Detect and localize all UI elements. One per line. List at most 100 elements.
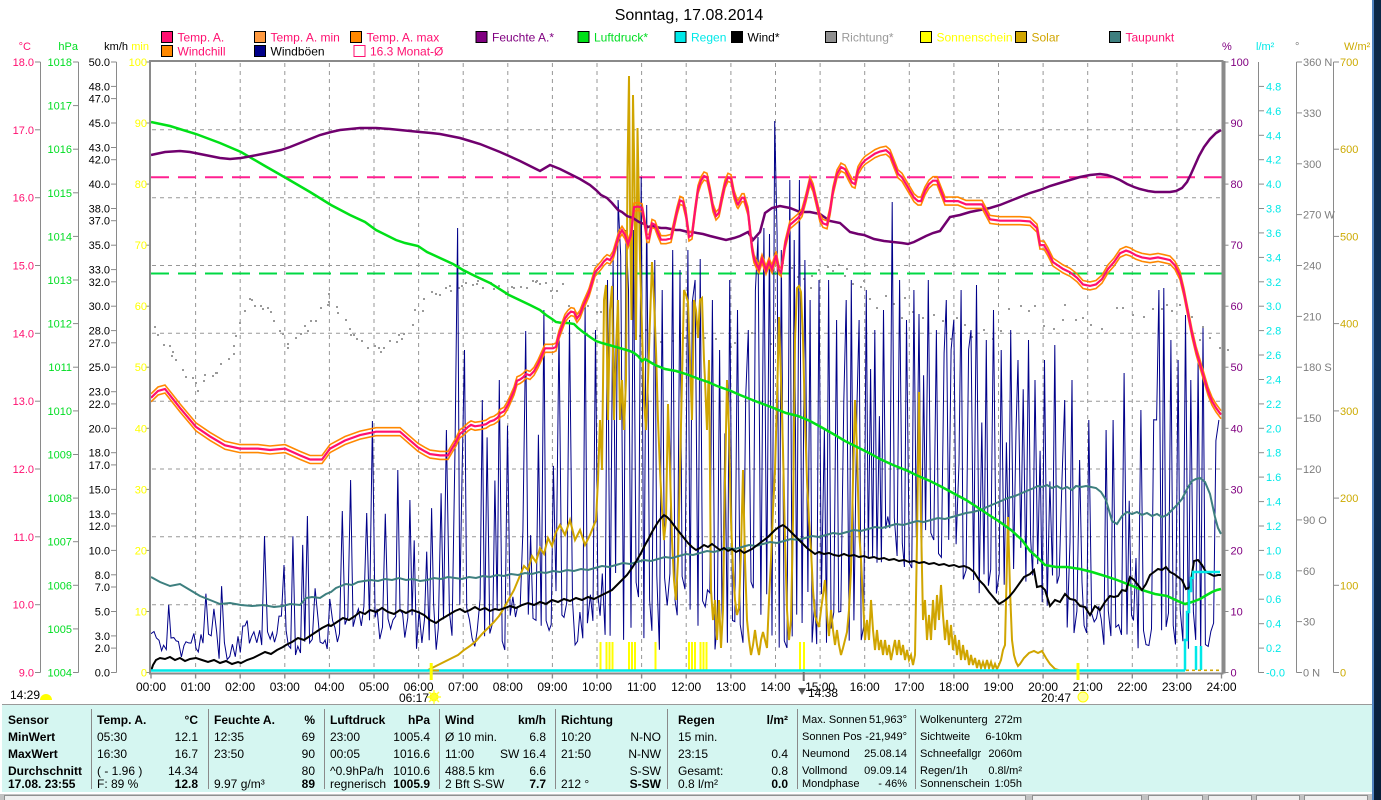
svg-text:8.0: 8.0 — [95, 570, 110, 582]
svg-text:14:00: 14:00 — [760, 680, 790, 694]
svg-text:15:00: 15:00 — [805, 680, 835, 694]
svg-text:38.0: 38.0 — [89, 204, 110, 216]
svg-text:100: 100 — [129, 57, 147, 69]
svg-text:Luftdruck*: Luftdruck* — [594, 31, 648, 45]
svg-text:10:00: 10:00 — [582, 680, 612, 694]
svg-text:22:00: 22:00 — [1117, 680, 1147, 694]
svg-text:°: ° — [1295, 41, 1299, 53]
svg-text:13.0: 13.0 — [89, 509, 110, 521]
svg-text:27.0: 27.0 — [89, 338, 110, 350]
svg-text:4.4: 4.4 — [1266, 130, 1281, 142]
svg-text:0: 0 — [1231, 668, 1237, 680]
svg-text:50: 50 — [1231, 362, 1243, 374]
svg-text:10.0: 10.0 — [89, 545, 110, 557]
svg-text:08:00: 08:00 — [493, 680, 523, 694]
svg-text:1.6: 1.6 — [1266, 472, 1281, 484]
svg-text:180 S: 180 S — [1303, 362, 1332, 374]
svg-text:2.8: 2.8 — [1266, 326, 1281, 338]
svg-text:9.0: 9.0 — [19, 668, 34, 680]
svg-text:11:00: 11:00 — [627, 680, 656, 694]
svg-text:500: 500 — [1340, 231, 1358, 243]
svg-text:1016: 1016 — [48, 144, 72, 156]
svg-text:3.0: 3.0 — [1266, 301, 1281, 313]
svg-text:19:00: 19:00 — [983, 680, 1013, 694]
svg-text:06:17: 06:17 — [399, 691, 429, 705]
svg-text:100: 100 — [1231, 57, 1249, 69]
svg-text:Sonntag, 17.08.2014: Sonntag, 17.08.2014 — [615, 7, 764, 24]
svg-text:1008: 1008 — [48, 493, 72, 505]
svg-text:0.2: 0.2 — [1266, 643, 1281, 655]
svg-text:5.0: 5.0 — [95, 607, 110, 619]
svg-text:1013: 1013 — [48, 275, 72, 287]
svg-text:23:00: 23:00 — [1162, 680, 1192, 694]
svg-text:14:38: 14:38 — [808, 686, 838, 700]
svg-text:1014: 1014 — [48, 231, 72, 243]
svg-text:18:00: 18:00 — [939, 680, 969, 694]
svg-text:00:00: 00:00 — [136, 680, 166, 694]
svg-text:0 N: 0 N — [1303, 668, 1320, 680]
svg-text:4.8: 4.8 — [1266, 81, 1281, 93]
svg-text:150: 150 — [1303, 413, 1321, 425]
svg-text:07:00: 07:00 — [448, 680, 478, 694]
svg-text:1007: 1007 — [48, 537, 72, 549]
svg-text:22.0: 22.0 — [89, 399, 110, 411]
svg-text:200: 200 — [1340, 493, 1358, 505]
svg-text:25.0: 25.0 — [89, 362, 110, 374]
svg-text:14:29: 14:29 — [10, 688, 40, 702]
svg-text:20.0: 20.0 — [89, 423, 110, 435]
svg-text:90 O: 90 O — [1303, 515, 1327, 527]
svg-text:17.0: 17.0 — [89, 460, 110, 472]
svg-text:1.0: 1.0 — [1266, 545, 1281, 557]
svg-text:70: 70 — [135, 240, 147, 252]
svg-text:14.0: 14.0 — [13, 328, 34, 340]
svg-text:24:00: 24:00 — [1206, 680, 1236, 694]
svg-text:Feuchte A.*: Feuchte A.* — [492, 31, 554, 45]
svg-text:km/h: km/h — [104, 41, 128, 53]
svg-text:1.8: 1.8 — [1266, 448, 1281, 460]
svg-text:40: 40 — [135, 423, 147, 435]
svg-text:20: 20 — [1231, 545, 1243, 557]
svg-text:2.0: 2.0 — [95, 643, 110, 655]
svg-text:1012: 1012 — [48, 319, 72, 331]
svg-text:20:00: 20:00 — [1028, 680, 1058, 694]
svg-text:2.6: 2.6 — [1266, 350, 1281, 362]
svg-text:4.0: 4.0 — [1266, 179, 1281, 191]
svg-text:4.2: 4.2 — [1266, 155, 1281, 167]
svg-text:3.8: 3.8 — [1266, 204, 1281, 216]
svg-text:0: 0 — [141, 668, 147, 680]
svg-text:37.0: 37.0 — [89, 216, 110, 228]
svg-text:Temp. A. max: Temp. A. max — [367, 31, 440, 45]
svg-text:Regen: Regen — [691, 31, 726, 45]
svg-text:Solar: Solar — [1032, 31, 1060, 45]
svg-text:1.2: 1.2 — [1266, 521, 1281, 533]
svg-text:1011: 1011 — [48, 362, 72, 374]
svg-text:Windchill: Windchill — [178, 45, 226, 59]
svg-text:90: 90 — [1231, 118, 1243, 130]
svg-text:270 W: 270 W — [1303, 210, 1335, 222]
svg-text:330: 330 — [1303, 108, 1321, 120]
svg-text:0.6: 0.6 — [1266, 594, 1281, 606]
svg-text:360 N: 360 N — [1303, 57, 1332, 69]
svg-text:21:00: 21:00 — [1073, 680, 1103, 694]
svg-text:l/m²: l/m² — [1256, 41, 1275, 53]
svg-text:80: 80 — [1231, 179, 1243, 191]
svg-text:04:00: 04:00 — [314, 680, 344, 694]
svg-text:2.4: 2.4 — [1266, 375, 1281, 387]
svg-text:16.0: 16.0 — [13, 193, 34, 205]
svg-text:42.0: 42.0 — [89, 155, 110, 167]
svg-text:0.0: 0.0 — [95, 668, 110, 680]
svg-text:12.0: 12.0 — [13, 464, 34, 476]
svg-text:1010: 1010 — [48, 406, 72, 418]
svg-text:15.0: 15.0 — [89, 484, 110, 496]
svg-text:18.0: 18.0 — [89, 448, 110, 460]
svg-text:16.3 Monat-Ø: 16.3 Monat-Ø — [370, 45, 443, 59]
svg-text:Taupunkt: Taupunkt — [1126, 31, 1175, 45]
svg-text:11.0: 11.0 — [13, 532, 34, 544]
svg-text:1004: 1004 — [48, 668, 72, 680]
svg-text:1009: 1009 — [48, 450, 72, 462]
svg-text:12:00: 12:00 — [671, 680, 701, 694]
svg-text:2.0: 2.0 — [1266, 423, 1281, 435]
svg-text:70: 70 — [1231, 240, 1243, 252]
svg-text:17:00: 17:00 — [894, 680, 924, 694]
svg-text:W/m²: W/m² — [1344, 41, 1371, 53]
